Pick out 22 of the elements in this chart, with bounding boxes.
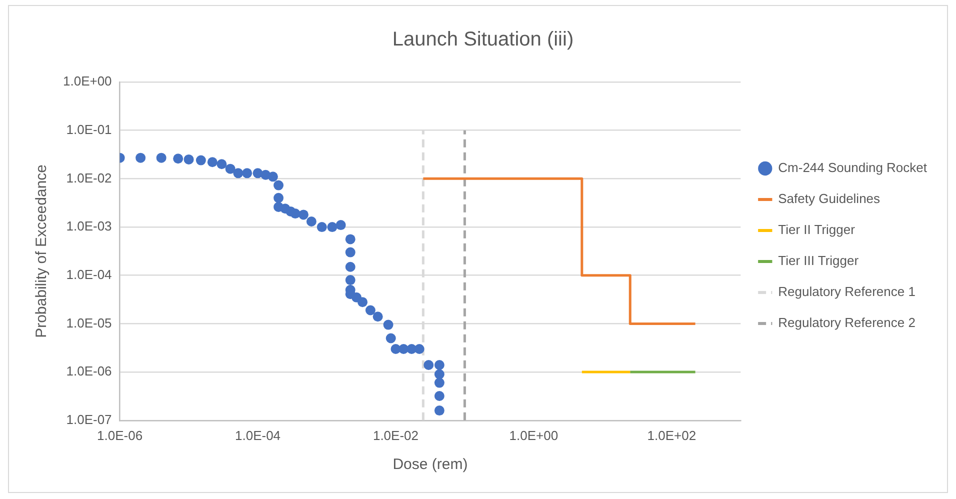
x-tick-label: 1.0E-04 [234,428,281,443]
legend-label: Tier II Trigger [778,222,856,238]
legend-label: Safety Guidelines [778,191,881,206]
legend-label: Tier III Trigger [778,253,860,268]
y-tick-label: 1.0E-02 [66,170,112,186]
y-tick-label: 1.0E-05 [66,315,112,330]
legend-label: Cm-244 Sounding Rocket [778,160,928,176]
x-tick-label: 1.0E-02 [372,428,418,443]
chart-title: Launch Situation (iii) [392,28,574,51]
y-tick-label: 1.0E-07 [66,412,112,427]
y-tick-label: 1.0E-01 [66,122,112,137]
legend-label: Regulatory Reference 2 [778,315,916,330]
x-tick-label: 1.0E+02 [647,428,696,443]
y-tick-label: 1.0E-03 [66,218,112,234]
legend-label: Regulatory Reference 1 [778,284,916,300]
y-tick-label: 1.0E+00 [63,74,112,89]
x-axis-title: Dose (rem) [392,456,468,474]
y-tick-label: 1.0E-06 [66,364,112,379]
y-tick-label: 1.0E-04 [66,266,112,282]
y-axis-title: Probability of Exceedance [33,164,50,338]
x-tick-label: 1.0E+00 [509,428,558,443]
x-tick-label: 1.0E-06 [97,428,143,443]
